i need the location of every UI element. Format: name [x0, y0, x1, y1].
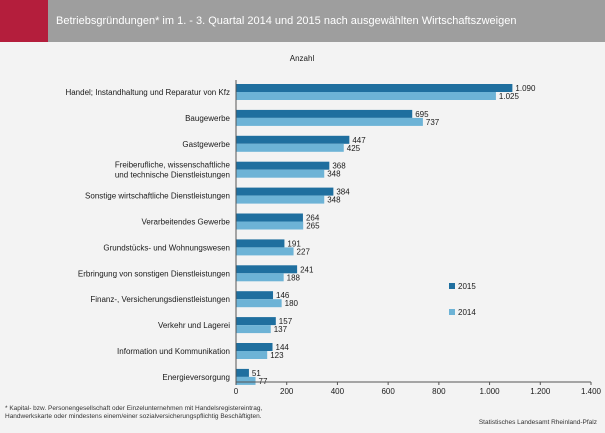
bar-2014-8 [236, 273, 284, 282]
category-label-2: Baugewerbe [185, 114, 230, 123]
bar-2015-2 [236, 109, 413, 118]
category-label-12: Energieversorgung [162, 373, 230, 382]
value-label-2015-9: 146 [276, 291, 290, 300]
footnote-line-2: Handwerkskarte oder mindestens einem/ein… [5, 413, 262, 420]
category-label-11: Information und Kommunikation [117, 347, 230, 356]
bar-2015-1 [236, 84, 513, 92]
legend-label-2014: 2014 [458, 308, 476, 317]
x-tick-label-3: 400 [331, 387, 345, 396]
bar-2014-12 [236, 376, 256, 385]
bar-2014-6 [236, 221, 304, 230]
footnote: * Kapital- bzw. Personengesellschaft ode… [5, 405, 262, 421]
value-label-2014-3: 425 [347, 144, 361, 153]
unit-label: Anzahl [290, 54, 315, 63]
bar-2014-11 [236, 351, 268, 359]
bar-2014-2 [236, 117, 423, 126]
category-label-4-line-1: Freiberufliche, wissenschaftliche [115, 161, 231, 170]
value-label-2015-1: 1.090 [515, 84, 536, 93]
bar-2015-8 [236, 265, 298, 274]
category-label-3: Gastgewerbe [182, 140, 230, 149]
x-tick-label-8: 1.400 [581, 387, 602, 396]
value-label-2015-10: 157 [279, 317, 293, 326]
x-tick-label-4: 600 [381, 387, 395, 396]
category-label-6: Verarbeitendes Gewerbe [142, 218, 231, 227]
value-label-2014-7: 227 [297, 247, 311, 256]
value-label-2015-4: 368 [332, 162, 346, 171]
value-label-2014-10: 137 [274, 325, 288, 334]
category-label-10: Verkehr und Lagerei [158, 321, 230, 330]
chart-title: Betriebsgründungen* im 1. - 3. Quartal 2… [56, 15, 517, 27]
category-label-8: Erbringung von sonstigen Dienstleistunge… [78, 269, 230, 278]
legend-swatch-2015 [449, 283, 455, 289]
category-label-4-line-2: und technische Dienstleistungen [115, 171, 230, 180]
x-tick-label-7: 1.200 [530, 387, 551, 396]
source-note: Statistisches Landesamt Rheinland-Pfalz [478, 419, 597, 426]
category-label-9: Finanz-, Versicherungsdienstleistungen [90, 295, 230, 304]
bar-2014-1 [236, 92, 496, 100]
value-label-2014-9: 180 [285, 299, 299, 308]
value-label-2015-2: 695 [415, 110, 429, 119]
bar-2015-5 [236, 187, 334, 196]
value-label-2015-8: 241 [300, 265, 314, 274]
value-label-2014-1: 1.025 [499, 92, 520, 101]
bar-2015-3 [236, 135, 350, 144]
value-label-2015-12: 51 [252, 369, 261, 378]
bar-2015-7 [236, 239, 285, 248]
category-label-7: Grundstücks- und Wohnungswesen [103, 243, 230, 252]
value-label-2014-6: 265 [306, 222, 320, 231]
value-label-2014-8: 188 [287, 273, 301, 282]
bar-2014-5 [236, 195, 325, 204]
value-label-2014-5: 348 [327, 196, 341, 205]
value-label-2015-6: 264 [306, 214, 320, 223]
bar-2015-11 [236, 343, 273, 351]
value-label-2014-4: 348 [327, 170, 341, 179]
bar-2014-10 [236, 325, 271, 334]
value-label-2015-5: 384 [336, 188, 350, 197]
value-label-2015-7: 191 [287, 239, 301, 248]
value-label-2015-3: 447 [352, 136, 366, 145]
bar-2014-9 [236, 299, 282, 308]
bar-2014-7 [236, 247, 294, 256]
value-label-2014-2: 737 [426, 118, 440, 127]
legend-label-2015: 2015 [458, 282, 476, 291]
value-label-2014-11: 123 [270, 351, 284, 360]
footnote-line-1: * Kapital- bzw. Personengesellschaft ode… [5, 405, 263, 412]
header-accent-block [0, 0, 48, 42]
bar-2015-10 [236, 317, 276, 326]
x-tick-label-2: 200 [280, 387, 294, 396]
bar-2014-4 [236, 169, 325, 178]
header-bar: Betriebsgründungen* im 1. - 3. Quartal 2… [0, 0, 605, 42]
value-label-2015-11: 144 [276, 343, 290, 352]
category-label-1: Handel; Instandhaltung und Reparatur von… [65, 88, 230, 97]
value-label-2014-12: 77 [259, 377, 268, 386]
bar-2014-3 [236, 143, 344, 152]
bar-2015-6 [236, 213, 303, 222]
x-tick-label-6: 1.000 [480, 387, 501, 396]
bar-2015-12 [236, 368, 249, 377]
x-tick-label-5: 800 [432, 387, 446, 396]
bar-2015-4 [236, 161, 330, 170]
x-tick-label-1: 0 [234, 387, 239, 396]
category-label-5: Sonstige wirtschaftliche Dienstleistunge… [85, 192, 230, 201]
legend-swatch-2014 [449, 309, 455, 315]
bar-2015-9 [236, 291, 274, 300]
